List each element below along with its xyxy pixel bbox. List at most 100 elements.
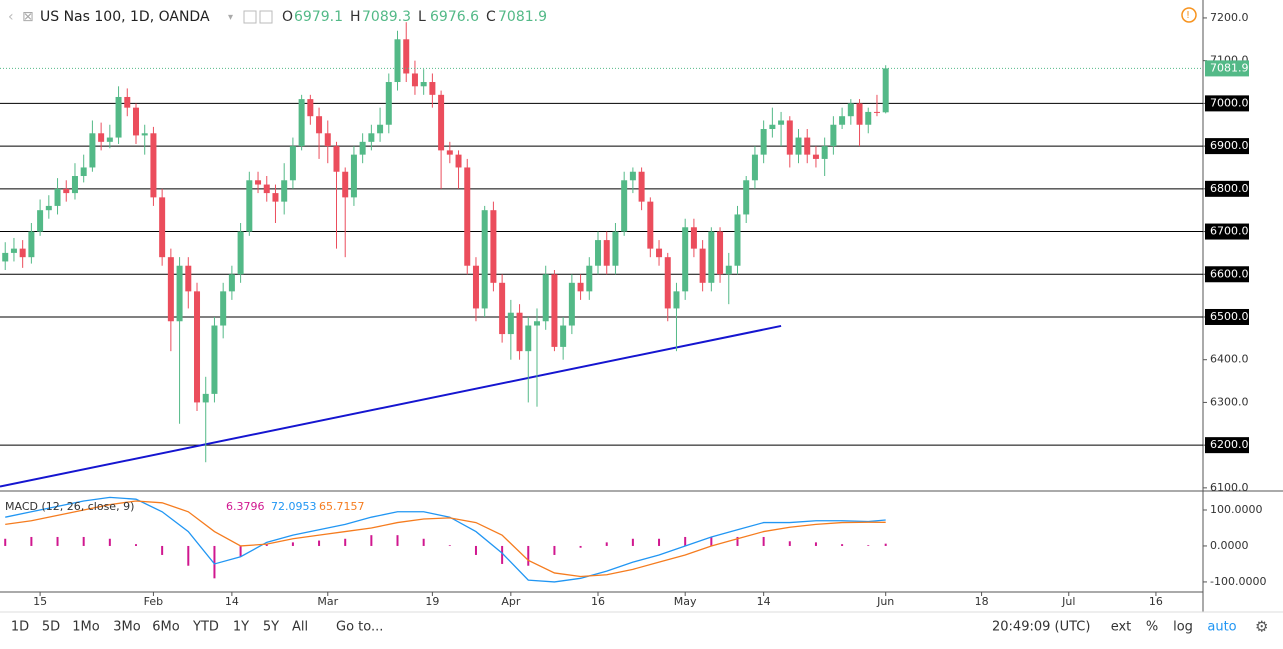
candle-body [185,265,192,292]
candle-body [586,265,593,292]
candle-body [786,120,793,155]
x-tick-label: Jun [876,595,894,608]
level-label-bg [1205,266,1249,283]
alert-icon[interactable] [1181,7,1197,23]
x-tick-label: 15 [33,595,47,608]
macd-y-tick-label: 0.0000 [1210,539,1249,552]
candle-body [830,124,837,147]
candle-body [795,137,802,155]
candle-body [71,176,78,194]
range-button[interactable]: All [292,620,308,635]
candle-body [411,73,418,87]
symbol-icon[interactable]: ⊠ [22,9,34,25]
collapse-icon[interactable]: ‹ [8,9,14,25]
candle-body [481,210,488,309]
x-tick-label: Feb [144,595,163,608]
candle-body [621,180,628,232]
candle-body [464,167,471,266]
trend-line [0,324,782,488]
candle-body [141,133,148,136]
candle-body [368,133,375,142]
candle-body [124,96,131,108]
candle-body [551,274,558,347]
candle-body [804,137,811,155]
range-button[interactable]: 5D [42,620,60,635]
candle-body [342,171,349,198]
option-button[interactable]: log [1173,620,1193,635]
option-button[interactable]: % [1146,620,1158,635]
candle-body [725,265,732,275]
option-button[interactable]: ext [1111,620,1132,635]
range-button[interactable]: 3Mo [113,620,140,635]
candle-body [45,205,52,211]
candle-body [873,111,880,113]
last-price-bg [1205,60,1249,77]
settings-gear[interactable]: ⚙ [1255,618,1268,636]
candle-body [734,214,741,266]
candle-body [638,171,645,202]
y-tick-label: 6700.0 [1210,225,1249,238]
candle-body [394,39,401,83]
option-button[interactable]: auto [1207,620,1236,635]
candle-body [263,184,270,194]
candle-body [10,248,17,253]
ohlc-value: 6979.1 [294,9,343,25]
candle-body [194,291,201,403]
range-button[interactable]: 5Y [263,620,279,635]
dropdown-icon[interactable]: ▾ [228,12,233,23]
y-tick-label: 6800.0 [1210,182,1249,195]
macd-legend-value: 6.3796 [226,500,265,513]
candle-body [821,146,828,159]
candle-body [63,188,70,194]
level-label-bg [1205,180,1249,197]
y-tick-label: 6200.0 [1210,438,1249,451]
range-button[interactable]: 1Mo [72,620,99,635]
candle-body [403,39,410,74]
range-button[interactable]: YTD [192,620,219,635]
candle-body [717,231,724,275]
x-tick-label: Jul [1061,595,1075,608]
candle-body [2,252,9,262]
y-tick-label: 6100.0 [1210,481,1249,494]
candle-body [237,231,244,275]
level-label-bg [1205,138,1249,155]
x-tick-label: 19 [425,595,439,608]
candle-body [847,103,854,117]
level-label-bg [1205,437,1249,454]
settings-icon[interactable] [243,10,257,24]
candle-body [577,282,584,292]
candle-body [176,265,183,322]
x-tick-label: 14 [225,595,239,608]
range-button[interactable]: 1D [11,620,29,635]
candle-body [281,180,288,202]
x-tick-label: 16 [591,595,605,608]
y-tick-label: 6500.0 [1210,310,1249,323]
candle-body [490,210,497,283]
candle-body [385,82,392,125]
range-button[interactable]: 6Mo [152,620,179,635]
y-tick-label: 7200.0 [1210,11,1249,24]
candle-body [132,107,139,136]
format-icon[interactable] [259,10,273,24]
range-button[interactable]: 1Y [233,620,249,635]
candle-body [159,197,166,258]
chart-title[interactable]: US Nas 100, 1D, OANDA [40,9,210,25]
candle-body [751,154,758,181]
x-tick-label: Mar [317,595,338,608]
candle-body [377,124,384,134]
x-tick-label: 18 [975,595,989,608]
candle-body [760,129,767,155]
candle-body [106,137,113,142]
clock: 20:49:09 (UTC) [992,620,1090,635]
goto-button[interactable]: Go to... [336,620,383,635]
level-label-bg [1205,223,1249,240]
ohlc-value: 7081.9 [498,9,547,25]
candle-body [150,133,157,198]
candle-body [472,265,479,309]
candle-body [882,68,889,113]
candle-body [316,116,323,134]
candle-body [80,167,87,177]
candle-body [167,257,174,322]
y-tick-label: 6300.0 [1210,395,1249,408]
